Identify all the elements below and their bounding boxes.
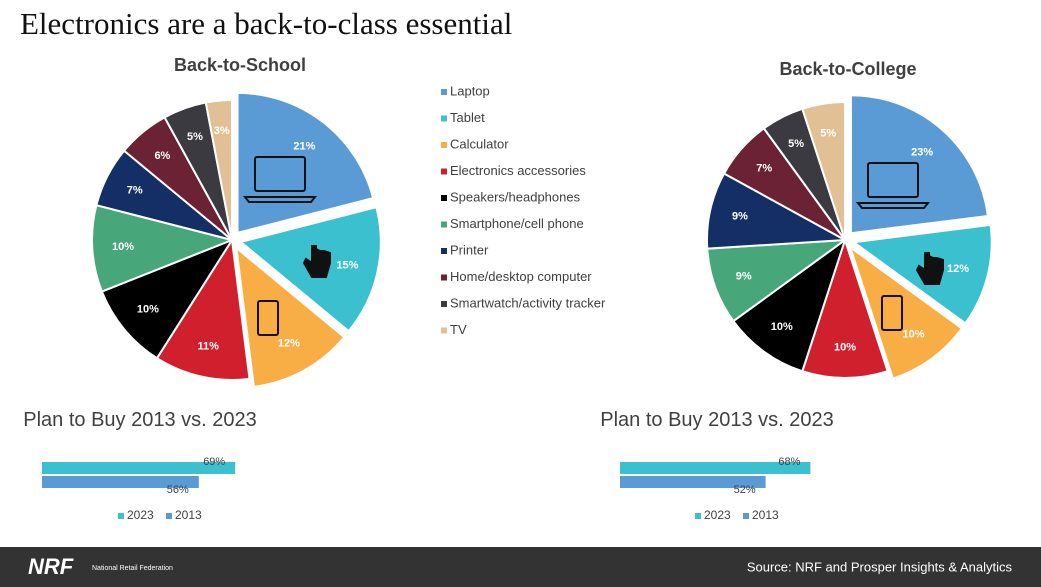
- legend-swatch: [441, 327, 447, 334]
- data-label: 9%: [736, 270, 752, 282]
- bar: [620, 462, 811, 474]
- legend-swatch: [166, 513, 172, 519]
- laptop-icon: [242, 196, 318, 203]
- legend-swatch: [743, 513, 749, 519]
- footer-bar: [0, 547, 1041, 587]
- legend-label: Laptop: [450, 83, 490, 98]
- legend-swatch: [441, 142, 447, 148]
- source: Source: NRF and Prosper Insights & Analy…: [747, 559, 1013, 574]
- legend-label: Smartphone/cell phone: [450, 216, 584, 231]
- legend-label: 2023: [127, 508, 154, 522]
- data-label: 12%: [278, 337, 300, 349]
- legend-label: Tablet: [450, 110, 485, 125]
- data-label: 56%: [167, 484, 189, 496]
- legend-label: Calculator: [450, 136, 509, 151]
- pie-slice: [100, 237, 235, 360]
- laptop-icon: [855, 202, 931, 209]
- pie-slice: [155, 237, 251, 381]
- legend-swatch: [441, 221, 447, 228]
- legend-swatch: [118, 513, 124, 519]
- legend-swatch: [441, 195, 447, 201]
- data-label: 68%: [778, 456, 800, 468]
- data-label: 69%: [203, 456, 225, 468]
- pie-title: Back-to-College: [779, 59, 916, 79]
- bar: [620, 476, 766, 488]
- data-label: 11%: [197, 340, 219, 352]
- laptop-icon: [254, 156, 306, 192]
- hand-icon: [915, 252, 944, 285]
- hand-icon: [302, 245, 331, 278]
- legend-swatch: [441, 301, 447, 307]
- data-label: 10%: [834, 342, 856, 354]
- data-label: 6%: [154, 150, 170, 162]
- laptop-icon: [867, 162, 919, 198]
- bar: [42, 476, 199, 488]
- pie-slice: [204, 98, 233, 241]
- data-label: 10%: [903, 328, 925, 340]
- legend-label: 2013: [175, 508, 202, 522]
- data-label: 10%: [771, 321, 793, 333]
- pie-slice: [849, 94, 989, 235]
- legend-swatch: [441, 115, 447, 122]
- icons: [242, 156, 944, 336]
- calculator-icon: [881, 295, 903, 331]
- data-label: 3%: [214, 125, 230, 137]
- pie-title: Back-to-School: [174, 55, 306, 75]
- data-label: 10%: [112, 241, 134, 253]
- legend-swatch: [441, 248, 447, 254]
- data-label: 52%: [734, 484, 756, 496]
- calculator-icon: [257, 300, 279, 336]
- data-label: 7%: [756, 163, 772, 175]
- bar-title: Plan to Buy 2013 vs. 2023: [600, 409, 834, 431]
- data-label: 23%: [911, 146, 933, 158]
- data-label: 9%: [732, 210, 748, 222]
- legend-label: 2023: [704, 508, 731, 522]
- pie-slice: [235, 245, 346, 388]
- legend-label: TV: [450, 322, 467, 337]
- pie-slice: [801, 100, 846, 241]
- pie-slice: [801, 236, 889, 379]
- logo: NRF: [28, 554, 74, 579]
- legend-label: 2013: [752, 508, 779, 522]
- legend-swatch: [441, 168, 447, 175]
- data-label: 5%: [187, 131, 203, 143]
- bar: [42, 462, 236, 474]
- pie-slice: [731, 237, 847, 373]
- data-label: 21%: [293, 141, 315, 153]
- logo-text: National Retail Federation: [92, 565, 173, 572]
- legend-label: Home/desktop computer: [450, 269, 592, 284]
- data-label: 12%: [947, 263, 969, 275]
- legend-label: Smartwatch/activity tracker: [450, 295, 606, 310]
- legend-swatch: [441, 89, 447, 95]
- legend-swatch: [695, 513, 701, 519]
- legend-label: Electronics accessories: [450, 163, 586, 178]
- legend-label: Printer: [450, 242, 489, 257]
- data-label: 10%: [137, 304, 159, 316]
- pie-slice: [91, 203, 236, 293]
- legend-label: Speakers/headphones: [450, 189, 581, 204]
- bar-title: Plan to Buy 2013 vs. 2023: [23, 409, 257, 431]
- data-label: 7%: [127, 184, 143, 196]
- legend-swatch: [441, 274, 447, 281]
- pie-slice: [848, 244, 964, 380]
- data-label: 5%: [788, 138, 804, 150]
- data-label: 15%: [336, 260, 358, 272]
- data-label: 5%: [820, 128, 836, 140]
- slide-title: Electronics are a back-to-class essentia…: [20, 6, 512, 41]
